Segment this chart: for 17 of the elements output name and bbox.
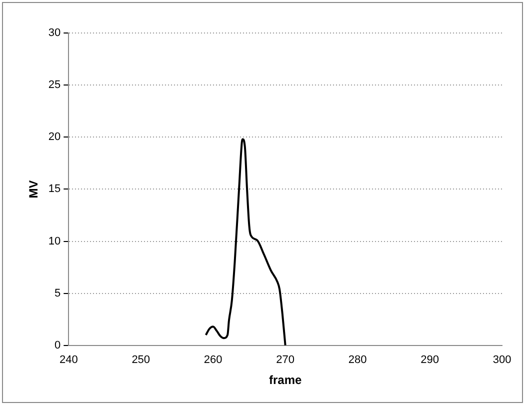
- x-tick-label: 280: [348, 354, 367, 366]
- x-axis-title: frame: [268, 373, 302, 388]
- x-tick-label: 260: [204, 354, 222, 366]
- x-tick-label: 250: [132, 354, 150, 366]
- y-tick-label: 15: [48, 183, 61, 196]
- y-tick-label: 20: [48, 131, 61, 144]
- y-tick-label: 0: [54, 339, 61, 352]
- y-tick-label: 5: [54, 287, 61, 300]
- x-tick-label: 300: [492, 354, 512, 366]
- y-axis-title: MV: [26, 180, 41, 198]
- line-series: [204, 138, 286, 346]
- y-tick-label: 25: [48, 79, 61, 92]
- x-tick-label: 290: [420, 354, 439, 366]
- y-tick-label: 10: [48, 235, 61, 248]
- x-tick-label: 240: [59, 354, 78, 366]
- y-tick-label: 30: [48, 27, 61, 40]
- x-tick-label: 270: [276, 354, 294, 366]
